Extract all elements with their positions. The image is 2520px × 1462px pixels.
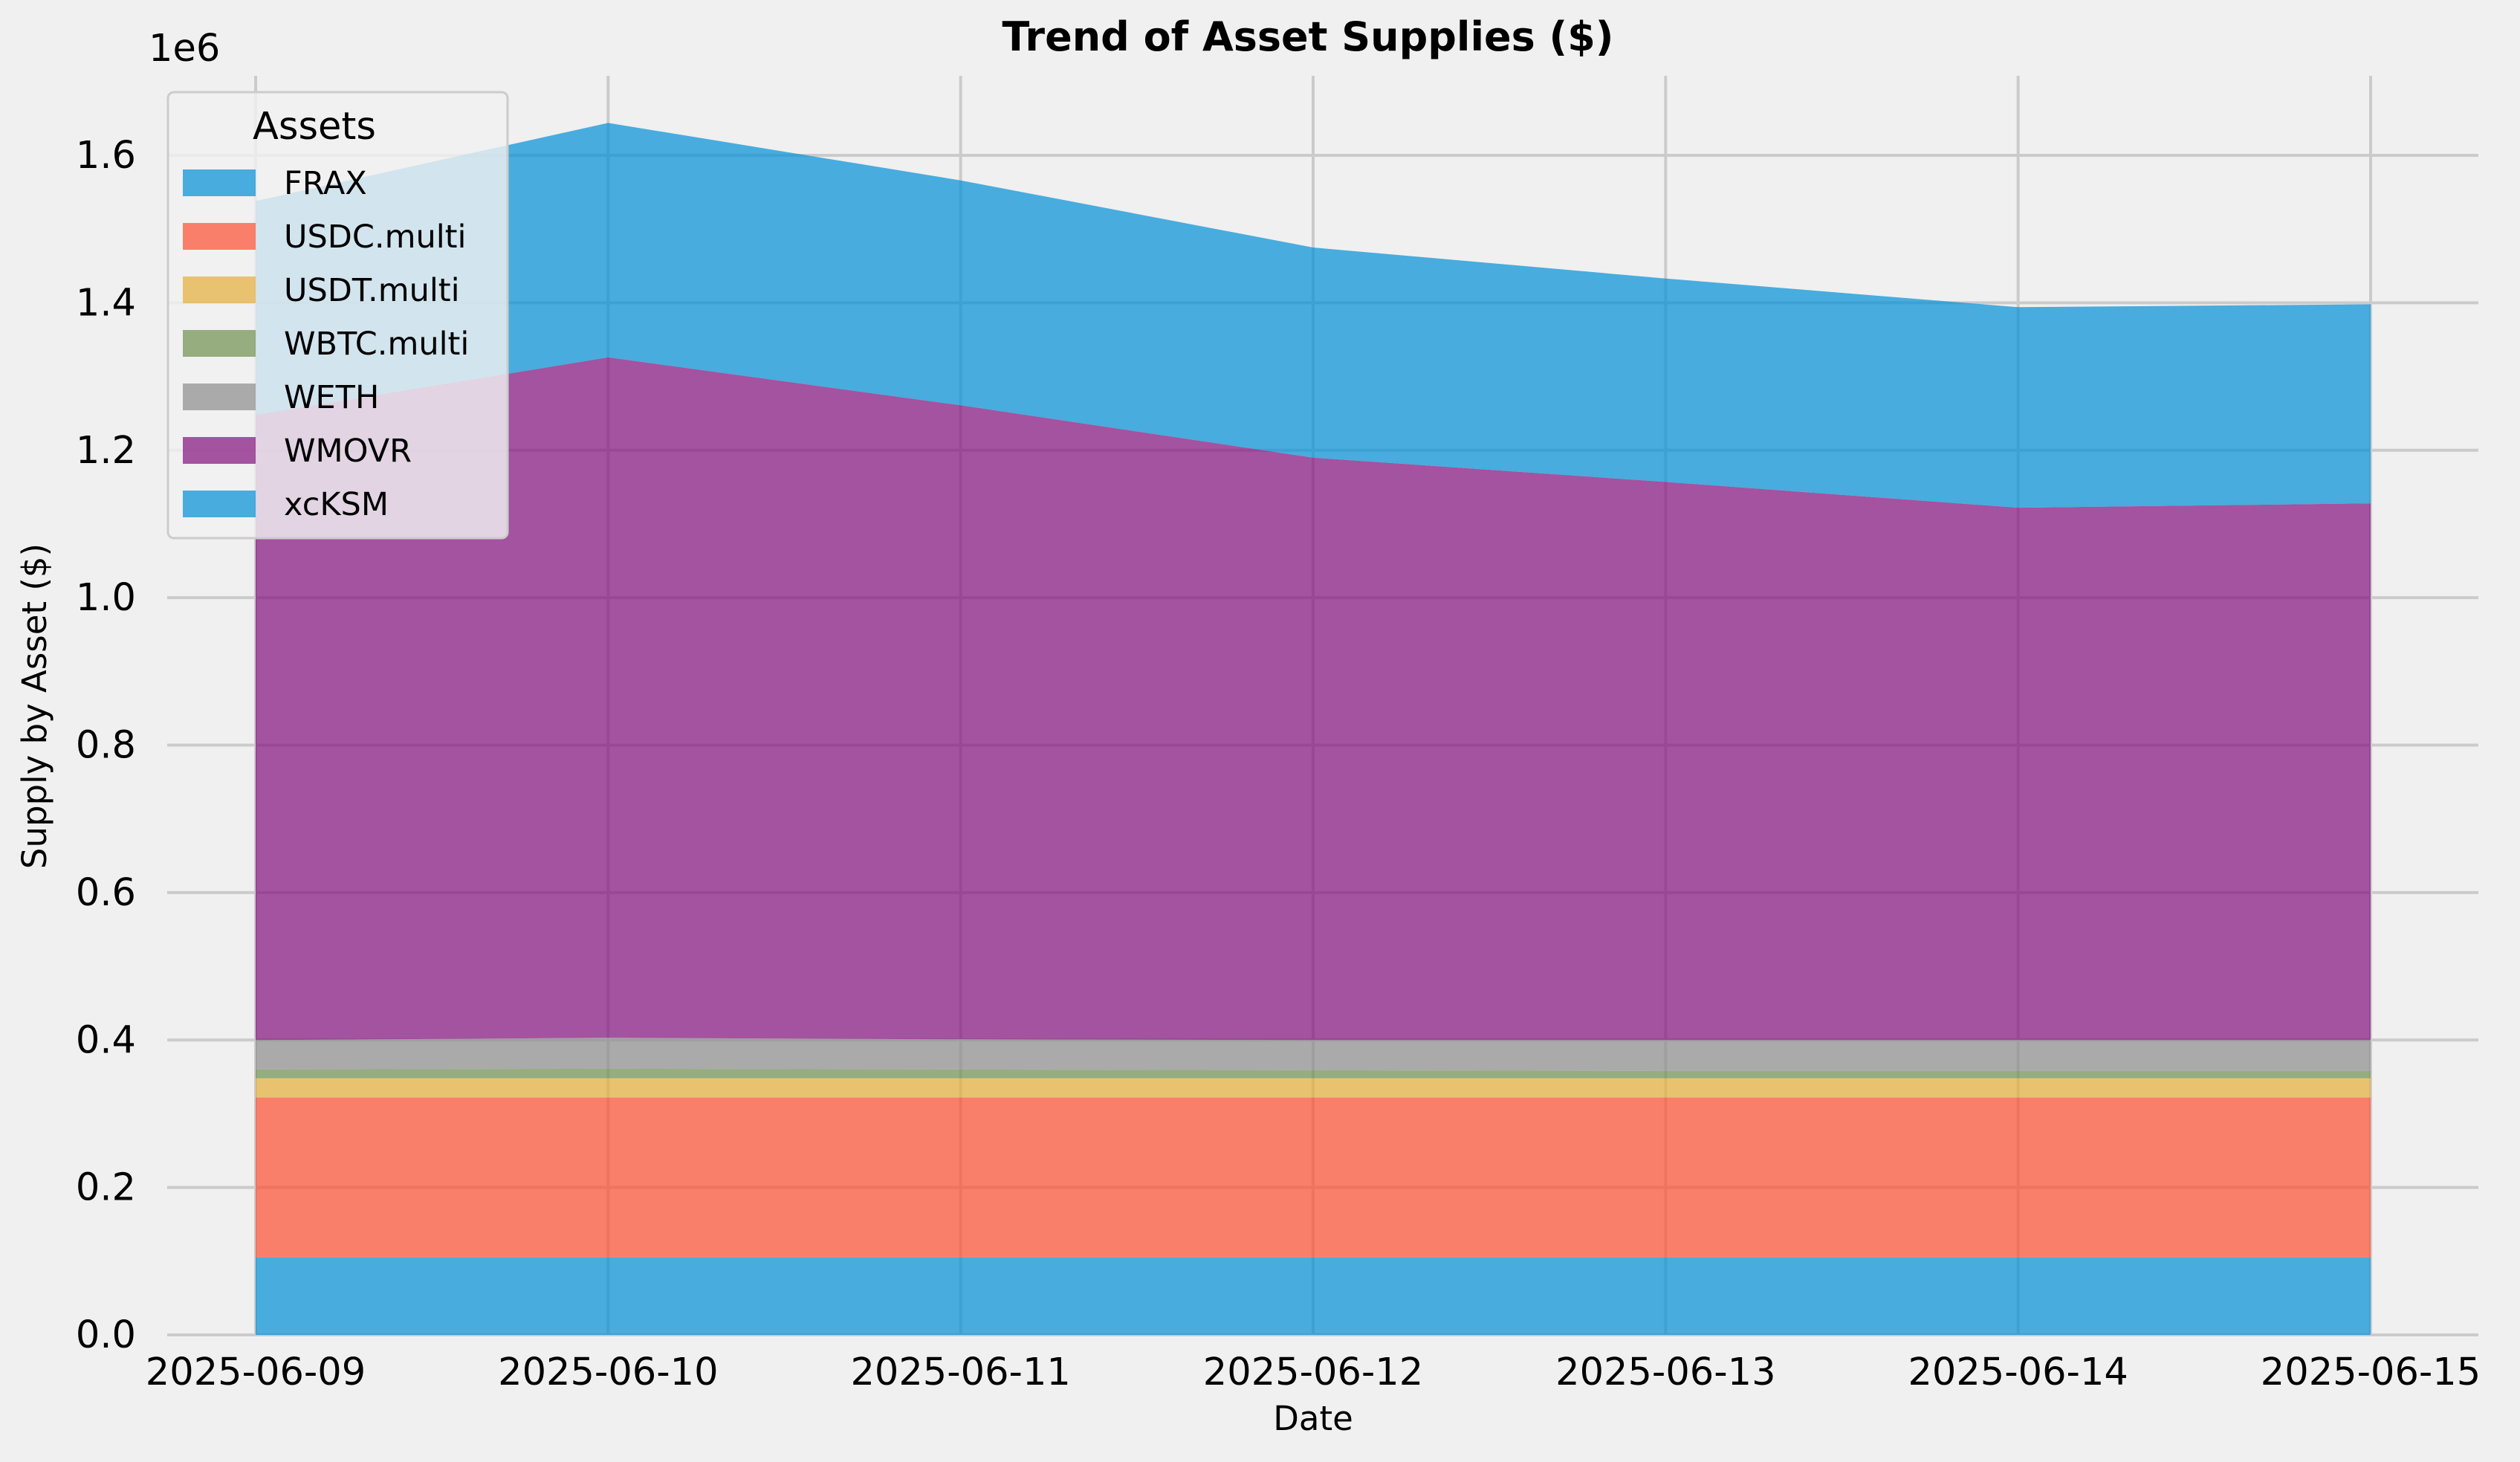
legend-swatch — [183, 491, 256, 517]
legend-swatch — [183, 276, 256, 303]
legend-items: FRAX USDC.multi USDT.multi WBTC.multi WETH WM… — [183, 165, 469, 523]
x-tick-label: 2025-06-09 — [146, 1351, 366, 1394]
x-tick-label: 2025-06-12 — [1203, 1351, 1423, 1394]
area-wbtc-multi — [256, 1068, 2371, 1078]
legend-label: FRAX — [284, 165, 367, 202]
x-tick-label: 2025-06-14 — [1908, 1351, 2128, 1394]
x-tick-label: 2025-06-10 — [498, 1351, 718, 1394]
area-usdc-multi — [256, 1097, 2371, 1258]
legend-swatch — [183, 169, 256, 196]
y-tick-label: 1.2 — [76, 429, 136, 473]
area-wmovr — [256, 357, 2371, 1041]
x-tick-label: 2025-06-15 — [2261, 1351, 2481, 1394]
legend-title: Assets — [253, 105, 376, 149]
legend-label: xcKSM — [284, 486, 389, 523]
y-tick-label: 0.4 — [76, 1018, 136, 1062]
y-tick-label: 1.4 — [76, 281, 136, 325]
area-frax — [256, 1257, 2371, 1335]
y-tick-label: 0.2 — [76, 1166, 136, 1210]
legend-swatch — [183, 384, 256, 410]
area-usdt-multi — [256, 1078, 2371, 1098]
y-tick-label: 0.0 — [76, 1313, 136, 1357]
legend-label: WBTC.multi — [284, 326, 469, 363]
x-axis-label: Date — [1273, 1399, 1353, 1438]
y-axis-label: Supply by Asset ($) — [15, 543, 54, 869]
legend-label: WETH — [284, 379, 379, 416]
chart-title: Trend of Asset Supplies ($) — [1003, 13, 1614, 60]
legend-label: USDT.multi — [284, 272, 460, 309]
y-tick-label: 1.6 — [76, 134, 136, 178]
legend-label: USDC.multi — [284, 219, 466, 256]
y-tick-label: 1.0 — [76, 576, 136, 620]
y-axis-ticks: 0.0 0.2 0.4 0.6 0.8 1.0 1.2 1.4 1.6 — [76, 134, 136, 1357]
x-tick-label: 2025-06-11 — [850, 1351, 1070, 1394]
x-tick-label: 2025-06-13 — [1555, 1351, 1775, 1394]
y-tick-label: 0.6 — [76, 871, 136, 915]
area-xcksm — [256, 123, 2371, 508]
legend-swatch — [183, 330, 256, 357]
legend-label: WMOVR — [284, 433, 412, 470]
legend-swatch — [183, 223, 256, 250]
y-tick-label: 0.8 — [76, 724, 136, 768]
stacked-areas — [256, 123, 2371, 1335]
legend-swatch — [183, 437, 256, 464]
legend: Assets FRAX USDC.multi USDT.multi WBTC.mult… — [166, 91, 509, 540]
x-axis-ticks: 2025-06-09 2025-06-10 2025-06-11 2025-06-12… — [146, 1351, 2481, 1394]
legend-frame — [166, 91, 509, 540]
area-weth — [256, 1038, 2371, 1071]
y-multiplier-label: 1e6 — [149, 27, 220, 71]
